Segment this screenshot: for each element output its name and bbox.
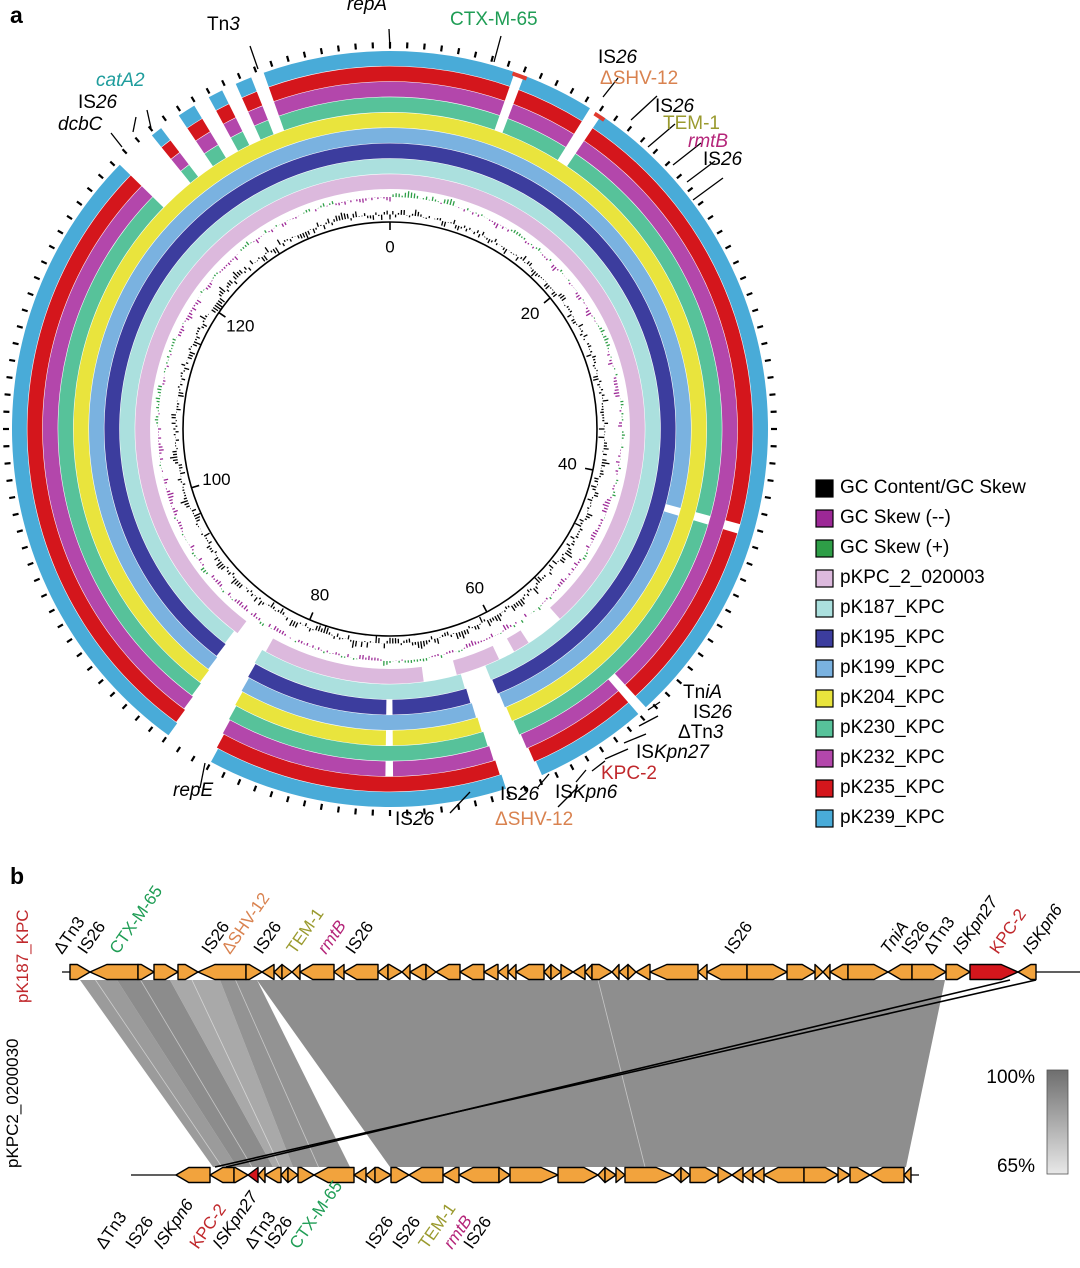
svg-text:IS26: IS26 — [721, 918, 757, 958]
svg-text:100%: 100% — [986, 1067, 1035, 1088]
svg-text:pK187_KPC: pK187_KPC — [13, 909, 32, 1003]
svg-text:IS26: IS26 — [389, 1213, 425, 1253]
svg-text:pKPC2_0200030: pKPC2_0200030 — [3, 1038, 22, 1168]
svg-text:IS26: IS26 — [362, 1213, 398, 1253]
svg-text:ISKpn6: ISKpn6 — [1019, 900, 1067, 957]
svg-text:IS26: IS26 — [342, 918, 378, 958]
svg-text:CTX-M-65: CTX-M-65 — [106, 882, 167, 957]
svg-text:ΔTn3: ΔTn3 — [92, 1208, 131, 1252]
svg-text:65%: 65% — [997, 1156, 1035, 1177]
svg-text:CTX-M-65: CTX-M-65 — [286, 1177, 347, 1252]
